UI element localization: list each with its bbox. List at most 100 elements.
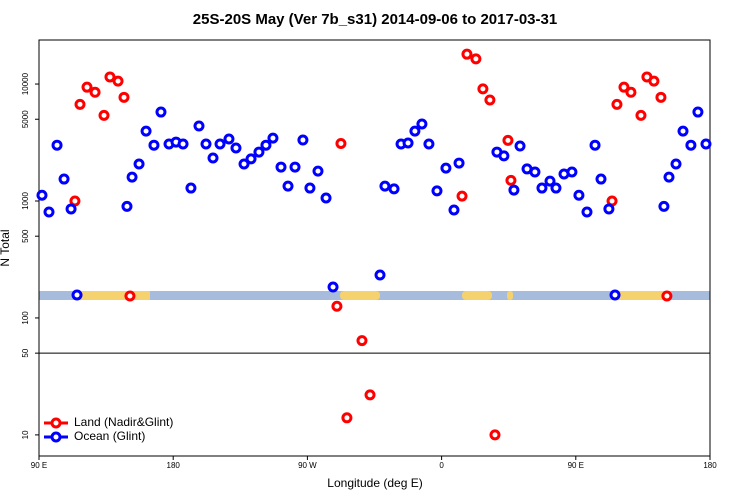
x-tick-label: 90 W (298, 461, 317, 470)
point (98, 109, 110, 121)
point (692, 106, 704, 118)
point (625, 86, 637, 98)
point (663, 171, 675, 183)
point (193, 120, 205, 132)
y-tick-label: 1000 (21, 192, 30, 210)
point (58, 173, 70, 185)
point (484, 94, 496, 106)
legend-marker (50, 417, 62, 429)
point (416, 118, 428, 130)
point (148, 139, 160, 151)
x-tick-label: 180 (703, 461, 717, 470)
point (327, 281, 339, 293)
point (477, 83, 489, 95)
point (267, 132, 279, 144)
point (312, 165, 324, 177)
point (453, 157, 465, 169)
point (595, 173, 607, 185)
point (536, 182, 548, 194)
point (69, 195, 81, 207)
x-axis-label: Longitude (deg E) (327, 476, 422, 490)
point (618, 81, 630, 93)
legend-label: Land (Nadir&Glint) (74, 415, 173, 429)
point (207, 152, 219, 164)
point (573, 189, 585, 201)
point (51, 139, 63, 151)
point (200, 138, 212, 150)
point (177, 138, 189, 150)
point (356, 335, 368, 347)
point (648, 75, 660, 87)
point (677, 125, 689, 137)
point (253, 146, 265, 158)
land-strip (462, 291, 492, 300)
legend-marker (50, 431, 62, 443)
point (550, 182, 562, 194)
point (245, 153, 257, 165)
point (124, 290, 136, 302)
point (635, 109, 647, 121)
land-strip (80, 291, 150, 300)
x-tick-label: 0 (439, 461, 444, 470)
point (685, 139, 697, 151)
point (409, 125, 421, 137)
y-tick-label: 10 (21, 430, 30, 439)
point (282, 180, 294, 192)
point (514, 140, 526, 152)
x-tick-label: 90 E (568, 461, 584, 470)
point (81, 81, 93, 93)
point (320, 192, 332, 204)
point (297, 134, 309, 146)
point (566, 166, 578, 178)
point (36, 189, 48, 201)
point (331, 300, 343, 312)
land-strip (507, 291, 513, 300)
point (502, 134, 514, 146)
point (43, 206, 55, 218)
chart-title: 25S-20S May (Ver 7b_s31) 2014-09-06 to 2… (193, 11, 557, 28)
point (388, 183, 400, 195)
map-strip (39, 291, 710, 300)
point (581, 206, 593, 218)
land-strip (340, 291, 380, 300)
point (89, 86, 101, 98)
point (544, 175, 556, 187)
point (589, 139, 601, 151)
point (214, 138, 226, 150)
point (230, 142, 242, 154)
point (670, 158, 682, 170)
point (65, 203, 77, 215)
point (223, 133, 235, 145)
point (470, 53, 482, 65)
point (155, 106, 167, 118)
point (402, 137, 414, 149)
point (104, 71, 116, 83)
point (448, 204, 460, 216)
x-tick-label: 180 (167, 461, 181, 470)
point (456, 190, 468, 202)
point (498, 150, 510, 162)
y-tick-label: 50 (21, 348, 30, 357)
legend-label: Ocean (Glint) (74, 429, 145, 443)
point (185, 182, 197, 194)
point (341, 412, 353, 424)
point (126, 171, 138, 183)
point (140, 125, 152, 137)
point (431, 185, 443, 197)
point (74, 98, 86, 110)
y-axis-label: N Total (0, 229, 12, 266)
y-tick-label: 500 (21, 229, 30, 243)
plot-frame (38, 39, 711, 457)
point (133, 158, 145, 170)
y-tick-label: 5000 (21, 110, 30, 128)
point (304, 182, 316, 194)
y-tick-label: 100 (21, 311, 30, 325)
point (335, 138, 347, 150)
point (275, 161, 287, 173)
point (658, 200, 670, 212)
point (461, 48, 473, 60)
point (238, 158, 250, 170)
point (289, 161, 301, 173)
point (661, 290, 673, 302)
point (611, 98, 623, 110)
